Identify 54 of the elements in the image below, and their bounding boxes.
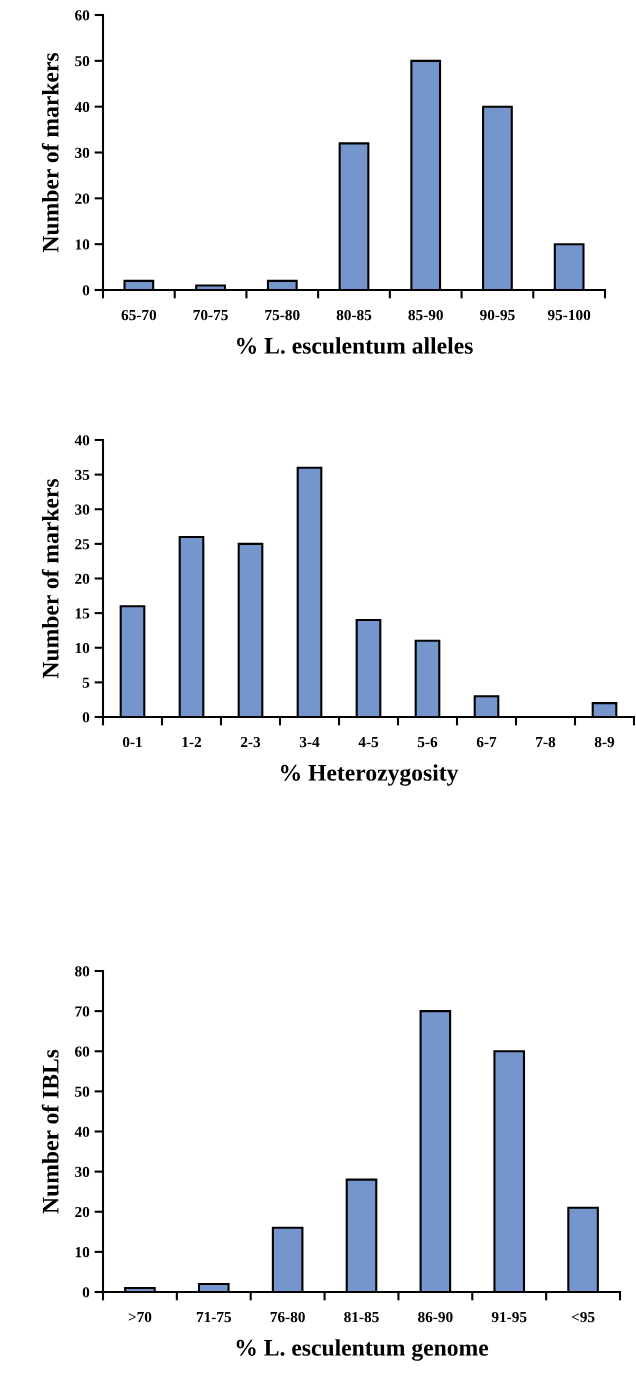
x-tick-label: 70-75 xyxy=(193,309,228,321)
x-tick-label: 0-1 xyxy=(122,736,142,748)
y-tick-label: 10 xyxy=(75,642,90,654)
y-tick-label: 20 xyxy=(75,573,90,584)
x-tick-label: 7-8 xyxy=(536,736,556,748)
x-axis-title: % L. esculentum genome xyxy=(236,1339,489,1361)
x-tick-label: 75-80 xyxy=(265,309,300,321)
x-tick-label: 85-90 xyxy=(408,309,443,321)
y-tick-label: 10 xyxy=(75,1247,90,1258)
y-tick-label: 70 xyxy=(75,1006,90,1017)
x-tick-label: 91-95 xyxy=(491,1311,527,1323)
x-tick-label: 71-75 xyxy=(196,1311,232,1323)
x-tick-label: 81-85 xyxy=(344,1311,379,1323)
x-tick-label: 4-5 xyxy=(358,736,379,748)
x-tick-label: 80-85 xyxy=(336,309,372,321)
y-tick-label: 30 xyxy=(75,1166,90,1178)
y-tick-label: 25 xyxy=(75,539,90,550)
x-tick-label: 2-3 xyxy=(240,736,261,748)
y-tick-label: 50 xyxy=(75,1086,90,1097)
y-tick-label: 20 xyxy=(75,1206,90,1218)
y-axis-title: Number of markers xyxy=(41,478,59,679)
y-tick-label: 0 xyxy=(82,712,90,723)
y-tick-label: 60 xyxy=(75,10,90,21)
y-tick-label: 60 xyxy=(75,1046,90,1057)
x-tick-label: 76-80 xyxy=(270,1311,305,1323)
y-axis-title: Number of IBLs xyxy=(41,1049,59,1214)
y-tick-label: 50 xyxy=(75,55,90,67)
y-tick-label: 40 xyxy=(74,435,90,446)
y-tick-label: 35 xyxy=(75,469,90,481)
x-tick-label: 1-2 xyxy=(182,736,202,748)
y-tick-label: 30 xyxy=(75,504,90,515)
y-tick-label: 0 xyxy=(82,285,90,296)
y-tick-label: 20 xyxy=(75,193,90,204)
x-tick-label: 3-4 xyxy=(299,736,320,748)
y-tick-label: 80 xyxy=(75,966,90,977)
x-axis-title: % L. esculentum alleles xyxy=(237,337,473,354)
y-tick-label: 15 xyxy=(75,608,90,619)
x-tick-label: 86-90 xyxy=(418,1311,453,1323)
y-axis-title: Number of markers xyxy=(41,52,59,253)
x-tick-label: >70 xyxy=(128,1311,152,1323)
y-tick-label: 40 xyxy=(74,1126,90,1137)
y-tick-label: 30 xyxy=(75,147,90,158)
x-tick-label: 8-9 xyxy=(594,736,615,748)
x-tick-label: 95-100 xyxy=(547,309,591,321)
x-tick-label: 6-7 xyxy=(476,736,497,748)
x-tick-label: 5-6 xyxy=(417,736,438,748)
x-tick-label: 65-70 xyxy=(121,309,157,321)
x-axis-title: % Heterozygosity xyxy=(280,764,459,786)
y-tick-label: 0 xyxy=(82,1287,90,1298)
y-tick-label: 40 xyxy=(74,101,90,113)
x-tick-label: 90-95 xyxy=(480,309,515,321)
y-tick-label: 5 xyxy=(82,677,90,688)
y-tick-label: 10 xyxy=(75,239,90,250)
x-tick-label: <95 xyxy=(571,1311,595,1323)
